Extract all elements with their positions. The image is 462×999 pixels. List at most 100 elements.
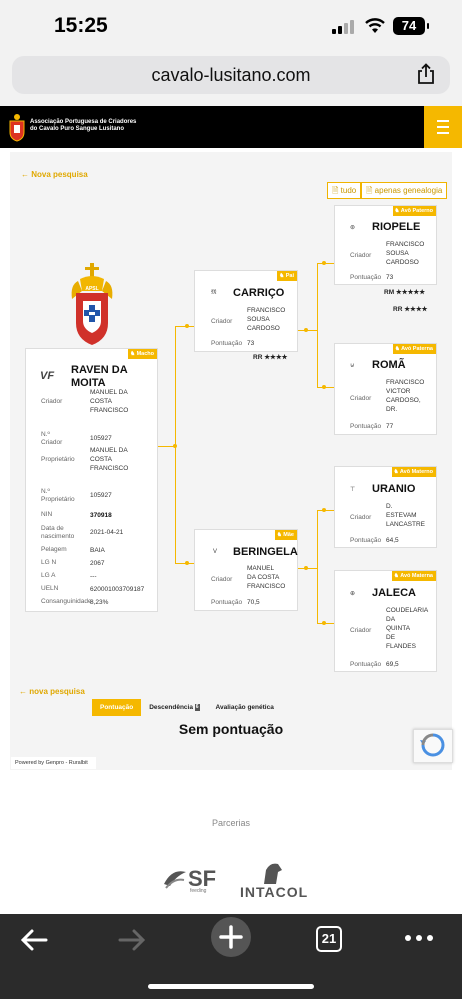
brand-mark-icon: ⊍ xyxy=(350,363,355,369)
brand-mark-icon: ⊤ xyxy=(350,487,356,493)
gp-rating: RM ★★★★★ xyxy=(384,289,426,296)
breeder-label: Criador xyxy=(350,252,372,259)
horse-icon: ♞ xyxy=(393,469,400,475)
horse-field-value: 8,23% xyxy=(90,599,109,606)
breeder-label: Criador xyxy=(350,627,372,634)
org-name[interactable]: Associação Portuguesa de Criadores do Ca… xyxy=(30,119,137,132)
maternal-grandmother-card[interactable]: ♞ Avó Materna ⊕ JALECA Criador COUDELARI… xyxy=(334,570,437,672)
recaptcha-badge[interactable] xyxy=(413,729,453,763)
score-label: Pontuação xyxy=(350,537,382,544)
more-options-icon[interactable] xyxy=(404,934,434,942)
show-all-button[interactable]: 🗎 tudo xyxy=(327,182,362,199)
gp-name: URANIO xyxy=(372,483,416,495)
gp-name: JALECA xyxy=(372,587,417,599)
cellular-signal-icon xyxy=(332,20,354,34)
horse-field-value: 2067 xyxy=(90,560,105,567)
forward-arrow-icon[interactable] xyxy=(118,928,146,952)
father-breeder: FRANCISCO SOUSA CARDOSO xyxy=(247,307,286,332)
paternal-grandfather-card[interactable]: ♞ Avô Paterno ⊛ RIOPELE Criador FRANCISC… xyxy=(334,205,437,285)
browser-bottom-toolbar: 21 xyxy=(0,914,462,999)
score-label: Pontuação xyxy=(211,599,243,606)
tabs-count-button[interactable]: 21 xyxy=(316,926,342,952)
horse-field-label: NIN xyxy=(41,511,53,518)
paternal-grandmother-card[interactable]: ♞ Avó Paterna ⊍ ROMÃ Criador FRANCISCO V… xyxy=(334,343,437,435)
gp-breeder: FRANCISCO SOUSA CARDOSO xyxy=(386,241,425,266)
tab-genetic-evaluation[interactable]: Avaliação genética xyxy=(215,704,274,711)
no-score-message: Sem pontuação xyxy=(178,721,284,737)
pdf-icon: 🗎 xyxy=(366,186,373,195)
horse-head-icon xyxy=(264,863,282,884)
father-name: CARRIÇO xyxy=(233,287,285,299)
intacol-logo[interactable]: INTACOL xyxy=(240,860,307,900)
horse-field-value: MANUEL DA COSTA FRANCISCO xyxy=(90,447,129,472)
descendants-count: 6 xyxy=(194,703,200,711)
new-tab-button[interactable] xyxy=(211,917,251,957)
tabs: Pontuação Descendência 6 Avaliação genét… xyxy=(92,699,282,716)
brand-mark-icon: ⊕ xyxy=(350,591,356,597)
gp-badge: ♞ Avó Materna xyxy=(391,571,436,581)
sf-feeding-logo[interactable]: SF feeding xyxy=(162,866,222,899)
star-rating-icon: ★★★★★ xyxy=(395,289,426,296)
sf-leaf-icon xyxy=(164,871,186,889)
breeder-label: Criador xyxy=(350,395,372,402)
horse-field-label: LG N xyxy=(41,559,57,566)
connector-dot xyxy=(322,508,326,512)
sex-badge: ♞ Macho xyxy=(128,349,157,359)
gp-score: 69,5 xyxy=(386,661,399,668)
powered-by[interactable]: Powered by Genpro - Ruralbit xyxy=(11,757,96,769)
horse-field-value: 105927 xyxy=(90,492,112,499)
father-rating: RR ★★★★ xyxy=(253,354,288,361)
gp-breeder: COUDELARIA DA QUINTA DE FLANDES xyxy=(386,607,429,650)
horse-icon: ♞ xyxy=(393,573,401,579)
hamburger-menu-button[interactable] xyxy=(424,106,462,148)
horse-field-value: 620001003709187 xyxy=(90,586,145,593)
apsl-logo-icon[interactable] xyxy=(8,112,26,142)
horse-field-label: Criador xyxy=(41,398,63,405)
horse-field-value: --- xyxy=(90,573,97,580)
score-label: Pontuação xyxy=(350,661,382,668)
plus-icon xyxy=(219,925,243,949)
share-icon[interactable] xyxy=(416,63,436,85)
horse-field-label: N.º Proprietário xyxy=(41,488,75,503)
horse-field-label: LG A xyxy=(41,572,56,579)
horse-field-value: 105927 xyxy=(90,435,112,442)
connector-line xyxy=(317,263,318,387)
star-rating-icon: ★★★★ xyxy=(404,306,428,313)
back-arrow-icon[interactable] xyxy=(20,928,48,952)
address-bar[interactable]: cavalo-lusitano.com xyxy=(12,56,450,94)
new-search-link[interactable]: ← Nova pesquisa xyxy=(21,170,88,179)
maternal-grandfather-card[interactable]: ♞ Avô Materno ⊤ URANIO Criador D. ESTEVA… xyxy=(334,466,437,548)
tab-descendants[interactable]: Descendência 6 xyxy=(149,703,200,711)
connector-dot xyxy=(304,566,308,570)
brand-mark-icon: V xyxy=(213,549,218,555)
new-search-bottom-link[interactable]: ← nova pesquisa xyxy=(19,687,85,696)
recaptcha-icon xyxy=(420,733,445,757)
connector-line xyxy=(317,510,318,623)
horse-field-label: Proprietário xyxy=(41,456,75,463)
gp-score: 77 xyxy=(386,423,394,430)
url-text: cavalo-lusitano.com xyxy=(151,65,311,85)
status-time: 15:25 xyxy=(54,14,108,37)
breeder-label: Criador xyxy=(211,318,233,325)
horse-icon: ♞ xyxy=(394,208,401,214)
wifi-icon xyxy=(365,18,385,33)
gp-breeder: D. ESTEVAM LANCASTRE xyxy=(386,503,426,528)
gp-badge: ♞ Avó Paterna xyxy=(392,344,436,354)
horse-field-label: N.º Criador xyxy=(41,431,63,446)
horse-card[interactable]: ♞ Macho VF RAVEN DA MOITA Criador MANUEL … xyxy=(25,348,158,612)
horse-field-value: BAIA xyxy=(90,547,105,554)
gp-score: 64,5 xyxy=(386,537,399,544)
gp-name: RIOPELE xyxy=(372,221,421,233)
pdf-icon: 🗎 xyxy=(332,186,339,195)
brand-mark-icon: 𝔐 xyxy=(211,290,217,296)
horse-field-value: 2021-04-21 xyxy=(90,529,124,536)
partners-title: Parcerias xyxy=(211,818,250,828)
apsl-crest-icon: APSL xyxy=(71,263,113,345)
father-card[interactable]: ♞ Pai 𝔐 CARRIÇO Criador FRANCISCO SOUSA … xyxy=(194,270,298,352)
genealogy-only-button[interactable]: 🗎 apenas genealogia xyxy=(361,182,448,199)
tab-score[interactable]: Pontuação xyxy=(92,699,142,716)
battery-indicator: 74 xyxy=(393,17,429,35)
horse-icon: ♞ xyxy=(279,273,286,279)
mother-card[interactable]: ♞ Mãe V BERINGELA Criador MANUEL DA COST… xyxy=(194,529,298,611)
star-rating-icon: ★★★★ xyxy=(264,354,288,361)
